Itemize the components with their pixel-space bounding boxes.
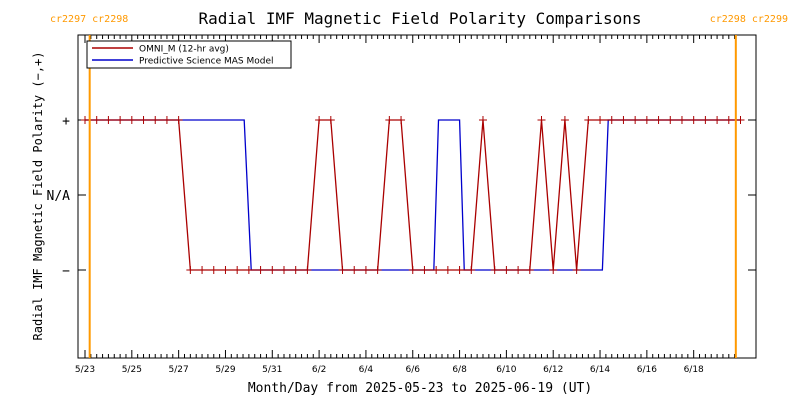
data-point — [642, 116, 651, 124]
data-point — [326, 116, 335, 124]
data-point — [244, 266, 253, 274]
x-tick-label: 6/4 — [359, 365, 374, 375]
data-point — [81, 116, 89, 124]
data-point — [584, 116, 593, 124]
data-point — [549, 266, 558, 274]
data-point — [397, 116, 406, 124]
data-point — [116, 116, 125, 124]
x-tick-label: 6/16 — [637, 365, 657, 375]
data-point — [443, 266, 452, 274]
data-point — [490, 266, 499, 274]
data-point — [596, 116, 605, 124]
x-tick-label: 6/18 — [684, 365, 704, 375]
chart-title: Radial IMF Magnetic Field Polarity Compa… — [198, 9, 641, 28]
x-tick-label: 6/14 — [590, 365, 610, 375]
data-point — [537, 116, 546, 124]
x-tick-label: 5/23 — [75, 365, 95, 375]
x-tick-label: 5/31 — [262, 365, 282, 375]
legend-box — [86, 40, 292, 69]
data-point — [303, 266, 312, 274]
x-tick-label: 6/12 — [543, 365, 563, 375]
data-point — [736, 116, 745, 124]
carrington-markers: cr2297 cr2298 cr2298 cr2299 — [50, 14, 788, 358]
data-point — [713, 116, 722, 124]
data-point — [385, 116, 394, 124]
data-point — [572, 266, 581, 274]
data-point — [256, 266, 265, 274]
data-point — [689, 116, 698, 124]
data-point — [408, 266, 417, 274]
data-point — [151, 116, 160, 124]
data-point — [350, 266, 359, 274]
data-point — [127, 116, 136, 124]
axis-ticks: 5/23 5/25 5/27 5/29 5/31 6/2 6/4 6/6 6/8 6/10 6/12… — [47, 35, 756, 375]
data-point — [560, 116, 569, 124]
data-point — [268, 266, 277, 274]
data-point — [338, 266, 347, 274]
data-point — [221, 266, 230, 274]
data-point — [666, 116, 675, 124]
data-point — [514, 266, 523, 274]
data-point — [198, 266, 207, 274]
legend-label: OMNI_M (12-hr avg) — [139, 45, 229, 55]
x-axis-label: Month/Day from 2025-05-23 to 2025-06-19 … — [248, 381, 592, 396]
data-point — [607, 116, 616, 124]
data-point — [619, 116, 628, 124]
series-line-omni-m-12-hr-avg- — [85, 119, 741, 271]
plot-frame — [77, 34, 757, 359]
y-tick-label: − — [62, 264, 70, 279]
data-point — [432, 266, 441, 274]
series-line-predictive-science-mas-model — [85, 119, 741, 271]
x-tick-label: 6/8 — [452, 365, 467, 375]
data-point — [373, 266, 382, 274]
data-point — [92, 116, 101, 124]
data-point — [502, 266, 511, 274]
data-point — [467, 266, 476, 274]
data-point — [315, 116, 324, 124]
y-tick-label: + — [62, 114, 70, 129]
data-point — [361, 266, 370, 274]
data-point — [478, 116, 487, 124]
data-point — [455, 266, 464, 274]
x-tick-label: 5/27 — [169, 365, 189, 375]
data-point — [525, 266, 534, 274]
data-point — [174, 116, 183, 124]
y-tick-label: N/A — [47, 189, 71, 204]
data-point — [724, 116, 733, 124]
x-tick-label: 6/2 — [312, 365, 326, 375]
data-point — [420, 266, 429, 274]
data-point — [677, 116, 686, 124]
data-point — [631, 116, 640, 124]
data-point — [654, 116, 663, 124]
data-point — [186, 266, 195, 274]
data-point — [291, 266, 300, 274]
x-tick-label: 5/29 — [215, 365, 235, 375]
carrington-label: cr2298 cr2299 — [710, 14, 788, 25]
x-tick-label: 5/25 — [122, 365, 142, 375]
data-point — [233, 266, 242, 274]
series-lines — [81, 116, 745, 274]
data-point — [209, 266, 218, 274]
data-point — [279, 266, 288, 274]
legend: OMNI_M (12-hr avg) Predictive Science MAS… — [86, 40, 292, 69]
x-tick-label: 6/6 — [406, 365, 421, 375]
legend-label: Predictive Science MAS Model — [139, 57, 274, 67]
data-point — [139, 116, 148, 124]
x-tick-label: 6/10 — [496, 365, 516, 375]
carrington-label: cr2297 cr2298 — [50, 14, 128, 25]
y-axis-label: Radial IMF Magnetic Field Polarity (−,+) — [31, 52, 45, 341]
data-point — [162, 116, 171, 124]
data-point — [701, 116, 710, 124]
data-point — [104, 116, 113, 124]
